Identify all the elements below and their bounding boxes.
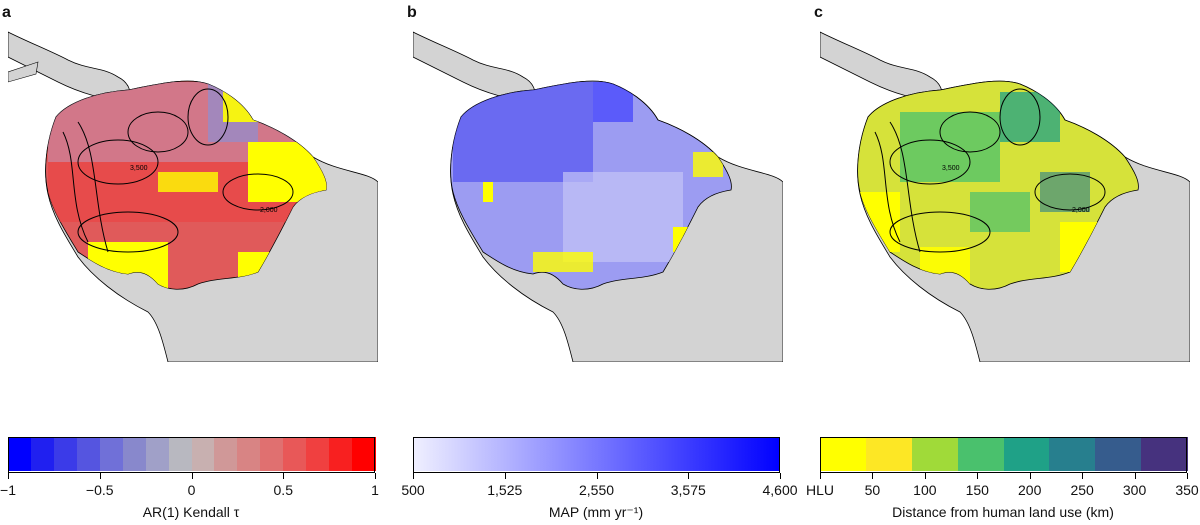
panel-letter: b [407, 4, 417, 21]
colorbar-map [413, 437, 780, 473]
colorbar-tick [820, 473, 821, 479]
colorbar-tick-label: 3,575 [670, 482, 706, 498]
colorbar-segment [145, 437, 170, 471]
colorbar-segment [191, 437, 215, 471]
panel-letter: c [814, 4, 823, 21]
colorbar-tick-label: 200 [1018, 482, 1042, 498]
colorbar-segment [820, 437, 867, 471]
colorbar-tick-label: 350 [1175, 482, 1199, 498]
colorbar-segment [306, 437, 330, 471]
colorbar-tick [8, 473, 9, 479]
colorbar-tick [688, 473, 690, 479]
colorbar-tick-label: −1 [0, 482, 16, 498]
map-south-america-hlu: 3,500 2,000 [820, 22, 1190, 362]
colorbar-tick-label: 4,600 [762, 482, 798, 498]
colorbar-kendall [8, 437, 376, 473]
panel-letter: a [2, 4, 11, 21]
colorbar-tick-label: 500 [401, 482, 425, 498]
colorbar-segment [53, 437, 78, 471]
colorbar-segment [1141, 437, 1188, 471]
colorbar-tick [1029, 473, 1031, 479]
colorbar-title: MAP (mm yr⁻¹) [548, 504, 644, 520]
colorbar-tick [1187, 473, 1188, 479]
colorbar-tick-label: HLU [805, 482, 835, 498]
colorbar-tick-label: 2,550 [578, 482, 615, 498]
colorbar-tick-label: 1,525 [487, 482, 523, 498]
contour-label: 3,500 [130, 165, 148, 172]
colorbar-tick-label: 1 [371, 482, 379, 498]
colorbar-tick [191, 473, 193, 479]
panel-b: b 500 1,525 2,550 3,575 4,600 MAP (mm yr⁻¹) [401, 0, 798, 525]
colorbar-segment [352, 437, 376, 471]
colorbar-tick [504, 473, 506, 479]
colorbar-segment [260, 437, 284, 471]
colorbar-segment [8, 437, 32, 471]
colorbar-tick [780, 473, 781, 479]
colorbar-tick [1082, 473, 1084, 479]
colorbar-segment [329, 437, 353, 471]
colorbar-tick [1134, 473, 1136, 479]
contour-label: 2,000 [260, 207, 278, 214]
colorbar-segment [957, 437, 1004, 471]
colorbar-tick [924, 473, 926, 479]
colorbar-segment [911, 437, 959, 471]
colorbar-segment [1049, 437, 1096, 471]
colorbar-segment [122, 437, 147, 471]
colorbar-segment [168, 437, 192, 471]
colorbar-tick [283, 473, 285, 479]
colorbar-title: Distance from human land use (km) [892, 504, 1114, 520]
colorbar-hlu [820, 437, 1188, 473]
colorbar-tick-label: 250 [1070, 482, 1094, 498]
colorbar-segment [1095, 437, 1142, 471]
colorbar-segment [237, 437, 261, 471]
colorbar-segment [76, 437, 101, 471]
colorbar-title: AR(1) Kendall τ [142, 504, 240, 520]
colorbar-tick [977, 473, 979, 479]
colorbar-segment [1003, 437, 1050, 471]
colorbar-tick [99, 473, 101, 479]
colorbar-tick-label: 0.5 [273, 482, 293, 498]
map-south-america-kendall: 3,500 2,000 [8, 22, 378, 362]
panel-a: a 3,500 2,000 [0, 0, 390, 525]
colorbar-segment [865, 437, 913, 471]
colorbar-tick [596, 473, 598, 479]
colorbar-segment [283, 437, 307, 471]
colorbar-tick-label: 100 [913, 482, 937, 498]
colorbar-segment [214, 437, 238, 471]
contour-label: 2,000 [1072, 207, 1090, 214]
map-south-america-map [413, 22, 783, 362]
colorbar-tick-label: −0.5 [85, 482, 114, 498]
colorbar-tick-label: 0 [187, 482, 196, 498]
panel-c: c 3,500 2,000 HLU 50 100 150 200 25 [806, 0, 1200, 525]
land-central-america [8, 31, 131, 101]
colorbar-tick [413, 473, 414, 479]
contour-label: 3,500 [942, 165, 960, 172]
isohyets [62, 88, 294, 253]
colorbar-segment [30, 437, 55, 471]
colorbar-segment [99, 437, 124, 471]
colorbar-tick [375, 473, 376, 479]
colorbar-tick-label: 50 [864, 482, 881, 498]
colorbar-tick [872, 473, 874, 479]
colorbar-tick-label: 150 [965, 482, 989, 498]
colorbar-tick-label: 300 [1122, 482, 1147, 498]
